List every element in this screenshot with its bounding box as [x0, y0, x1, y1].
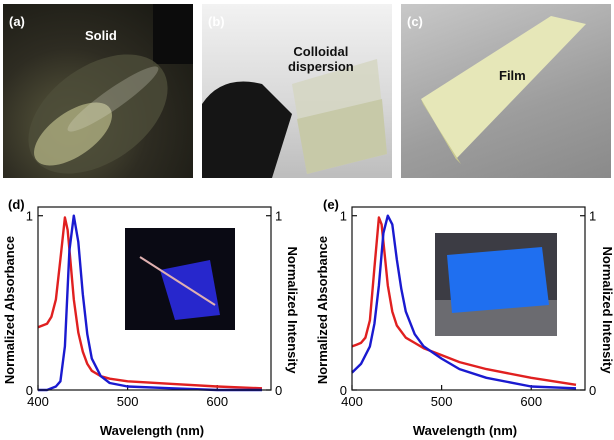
plot-lines	[351, 214, 577, 390]
plot-frame	[351, 206, 586, 391]
film-illustration	[421, 16, 586, 164]
chart-d: (d) Normalized Absorbance Normalized Int…	[2, 197, 300, 438]
x-tick-label: 400	[27, 394, 49, 409]
x-tick-label: 500	[431, 394, 453, 409]
panel-label-c: (c)	[407, 14, 423, 29]
y-tick-label-right: 1	[275, 209, 282, 224]
y-axis-label-right: Normalized Intensity	[600, 246, 614, 374]
inset-photo-e	[435, 233, 557, 336]
y-axis-label-left: Normalized Absorbance	[2, 236, 17, 384]
x-tick-label: 600	[520, 394, 542, 409]
photo-film: (c) Film	[401, 4, 611, 178]
chart-e: (e) Normalized Absorbance Normalized Int…	[315, 197, 614, 438]
x-axis-label: Wavelength (nm)	[413, 423, 517, 438]
panel-label-a: (a)	[9, 14, 25, 29]
caption-film: Film	[499, 68, 526, 83]
y-tick-label-left: 0	[340, 383, 347, 398]
y-axis-label-left: Normalized Absorbance	[315, 236, 330, 384]
x-tick-label: 600	[206, 394, 228, 409]
plot-lines	[37, 214, 263, 392]
panel-label-b: (b)	[208, 14, 225, 29]
y-axis-label-right: Normalized Intensity	[285, 246, 300, 374]
y-tick-label-left: 1	[340, 209, 347, 224]
x-tick-label: 400	[341, 394, 363, 409]
y-tick-label-left: 0	[26, 383, 33, 398]
panel-label-d: (d)	[8, 197, 25, 212]
panel-label-e: (e)	[323, 197, 339, 212]
y-tick-label-left: 1	[26, 209, 33, 224]
y-tick-label-right: 1	[589, 209, 596, 224]
y-tick-label-right: 0	[589, 383, 596, 398]
caption-solid: Solid	[85, 28, 117, 43]
intensity-line	[351, 214, 577, 390]
caption-colloidal-line2: dispersion	[288, 59, 354, 74]
x-axis-label: Wavelength (nm)	[100, 423, 204, 438]
photo-solid-vial: (a) Solid	[3, 4, 193, 178]
absorbance-line	[37, 216, 263, 390]
absorbance-line	[351, 216, 577, 386]
y-tick-label-right: 0	[275, 383, 282, 398]
inset-photo-d	[125, 228, 235, 330]
caption-colloidal-line1: Colloidal	[293, 44, 349, 59]
cuvette-illustration	[202, 59, 387, 178]
vial-illustration	[28, 4, 193, 174]
axis-ticks: 400 500 600 0 1 0 1	[340, 209, 596, 409]
intensity-line	[38, 214, 262, 392]
plot-frame	[37, 206, 272, 391]
photo-colloidal-dispersion: (b) Colloidal dispersion	[202, 4, 392, 178]
x-tick-label: 500	[117, 394, 139, 409]
caption-colloidal: Colloidal dispersion	[288, 44, 354, 74]
